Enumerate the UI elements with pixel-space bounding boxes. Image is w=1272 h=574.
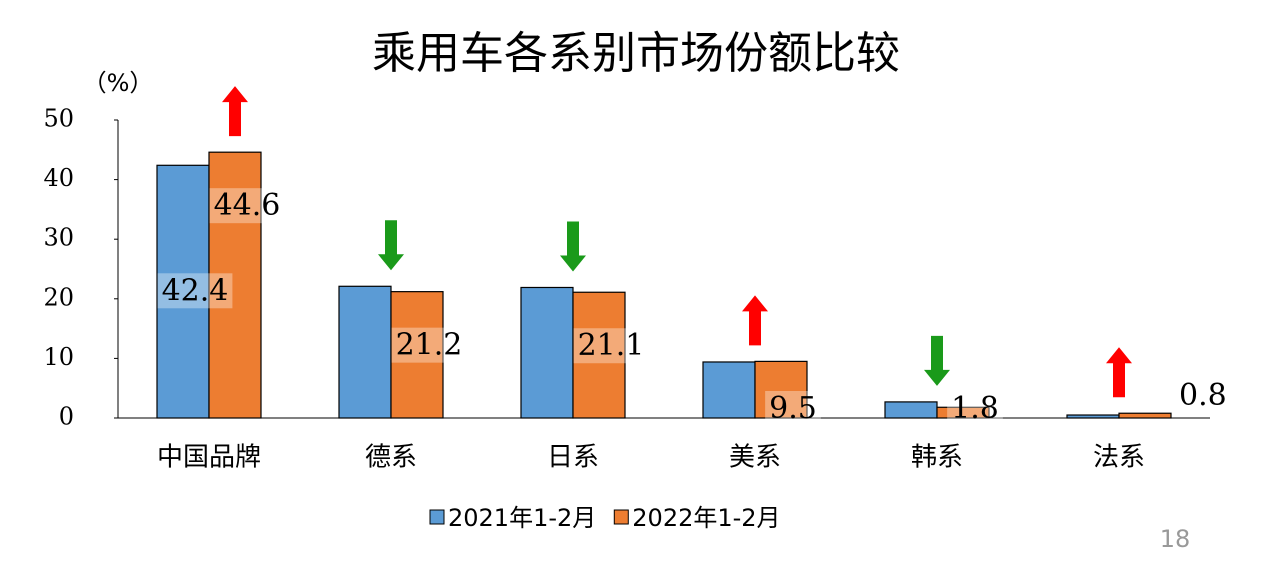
bar — [754, 360, 808, 419]
arrow-up — [742, 295, 768, 346]
x-tick-label: 法系 — [1093, 443, 1145, 473]
data-label-bg — [209, 188, 285, 224]
arrow-down — [378, 220, 404, 271]
data-label: 1.8 — [951, 391, 999, 426]
y-tick-label: 50 — [43, 105, 74, 133]
data-label: 9.5 — [769, 391, 817, 426]
y-axis-label: （%） — [83, 69, 154, 97]
x-tick-label: 德系 — [365, 443, 417, 473]
page-number: 18 — [1160, 525, 1191, 553]
bar — [884, 401, 938, 419]
data-label-bg — [391, 327, 467, 363]
legend-swatch — [429, 509, 445, 525]
data-label-bg — [947, 391, 1003, 426]
y-tick-label: 20 — [43, 283, 74, 311]
bar — [520, 286, 574, 419]
arrow-up — [1106, 347, 1132, 398]
y-tick-label: 40 — [43, 164, 74, 192]
legend-label: 2022年1-2月 — [632, 504, 780, 532]
data-label: 21.2 — [396, 328, 463, 363]
arrow-down — [560, 221, 586, 272]
y-tick-label: 0 — [59, 403, 74, 431]
data-label-bg — [573, 328, 649, 364]
bar — [208, 151, 262, 419]
data-label: 21.1 — [578, 328, 645, 363]
data-label: 44.6 — [214, 188, 281, 223]
data-label-bg — [1175, 378, 1231, 414]
data-label-bg — [157, 273, 233, 309]
x-tick-label: 美系 — [729, 443, 781, 473]
x-tick-label: 中国品牌 — [157, 443, 261, 473]
x-tick-label: 日系 — [547, 443, 599, 473]
arrow-up — [222, 86, 248, 137]
legend-label: 2021年1-2月 — [448, 504, 596, 532]
legend-swatch — [613, 509, 629, 525]
y-tick-label: 30 — [43, 224, 74, 252]
data-label: 42.4 — [162, 273, 229, 308]
x-tick-label: 韩系 — [911, 443, 963, 473]
bar — [1118, 412, 1172, 419]
data-label: 0.8 — [1179, 378, 1227, 413]
bar — [572, 291, 626, 419]
arrow-down — [924, 335, 950, 386]
bar — [338, 285, 392, 419]
bar — [390, 291, 444, 419]
bar — [702, 361, 756, 419]
y-tick-label: 10 — [43, 343, 74, 371]
data-label-bg — [765, 391, 821, 426]
chart-title: 乘用车各系别市场份额比较 — [372, 28, 900, 79]
